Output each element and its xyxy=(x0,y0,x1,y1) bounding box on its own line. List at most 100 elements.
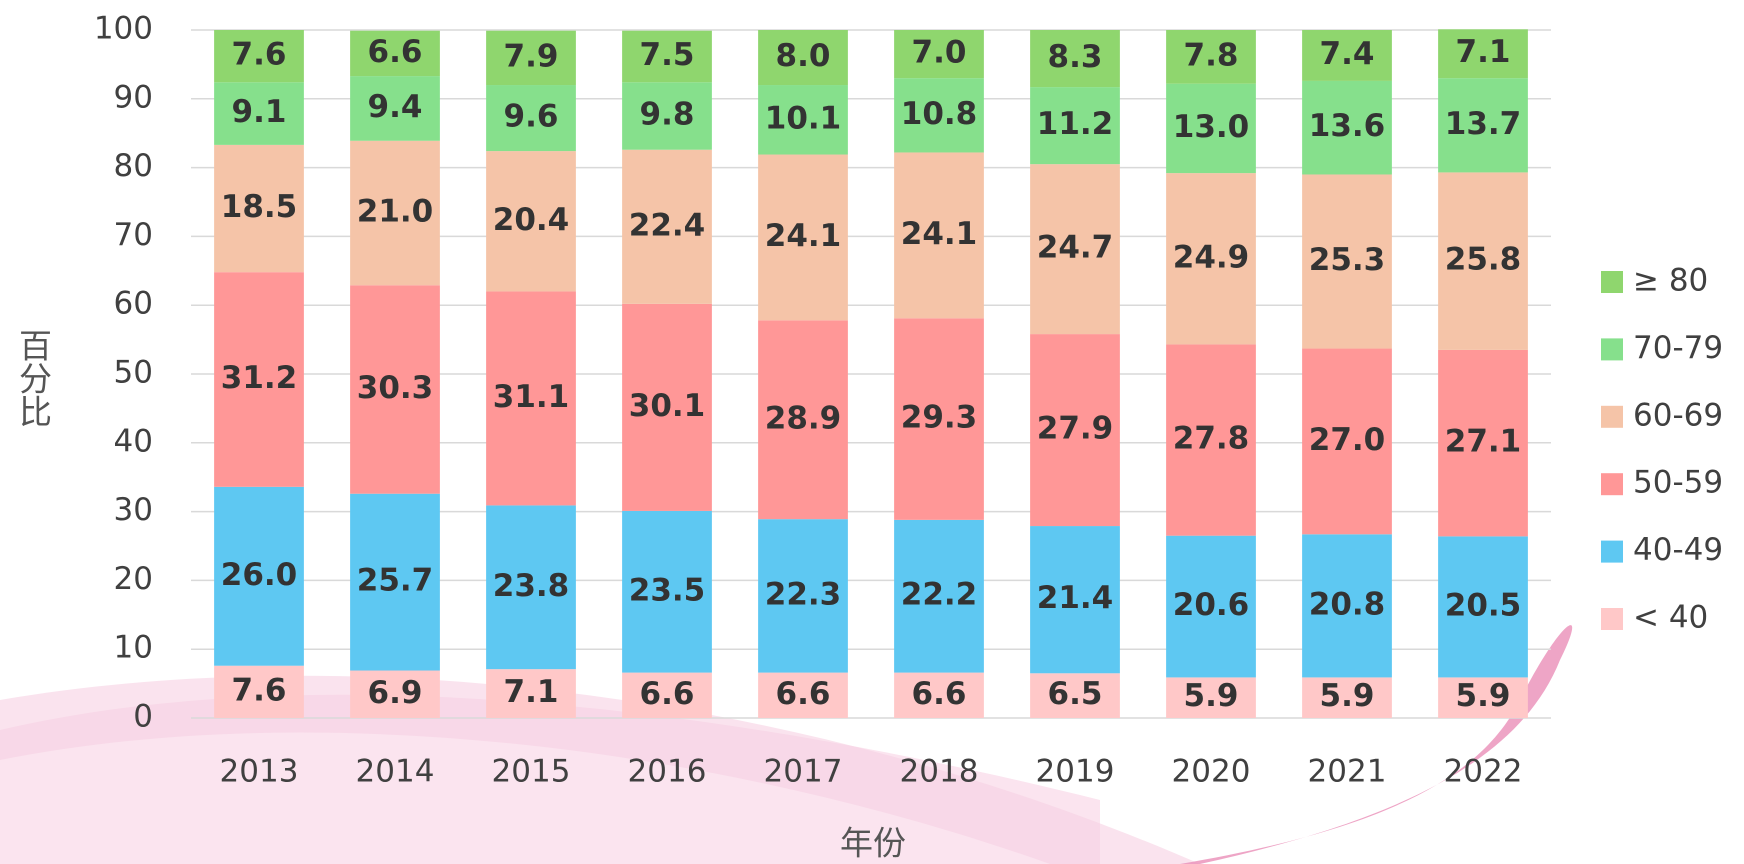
value-label: 24.1 xyxy=(901,216,978,252)
bar-segment xyxy=(758,85,848,155)
bar-segment xyxy=(894,318,984,520)
bar-segment xyxy=(1166,677,1256,718)
x-tick-label: 2013 xyxy=(220,754,299,790)
value-label: 10.1 xyxy=(765,100,842,136)
y-tick-label: 40 xyxy=(114,423,153,459)
value-label: 21.0 xyxy=(357,194,434,230)
bar-segment xyxy=(1030,673,1120,718)
bar-segment xyxy=(1302,174,1392,349)
bar-segment xyxy=(214,272,304,487)
legend-swatch xyxy=(1601,473,1623,496)
y-tick-label: 80 xyxy=(114,148,153,184)
bar-segment xyxy=(894,672,984,718)
legend-label: 40-49 xyxy=(1633,532,1723,568)
value-label: 6.6 xyxy=(776,676,831,712)
bar-segment xyxy=(622,672,712,718)
y-tick-label: 0 xyxy=(133,699,153,735)
bar-segment xyxy=(1030,334,1120,527)
bar-segment xyxy=(214,486,304,666)
bar-segment xyxy=(214,144,304,273)
value-label: 9.6 xyxy=(504,99,559,135)
legend-label: < 40 xyxy=(1633,600,1708,636)
value-label: 27.0 xyxy=(1309,422,1386,458)
value-label: 24.1 xyxy=(765,218,842,254)
y-tick-label: 20 xyxy=(114,561,153,597)
value-label: 7.1 xyxy=(1456,34,1511,70)
value-label: 18.5 xyxy=(221,189,298,225)
value-label: 30.3 xyxy=(357,370,434,406)
value-label: 25.7 xyxy=(357,563,434,599)
legend-label: ≥ 80 xyxy=(1633,263,1708,299)
bar-segment xyxy=(622,30,712,83)
value-label: 7.0 xyxy=(912,35,967,71)
value-label: 24.9 xyxy=(1173,239,1250,275)
x-tick-label: 2015 xyxy=(492,754,571,790)
bar-segment xyxy=(486,669,576,718)
value-label: 5.9 xyxy=(1320,678,1375,714)
bar-segment xyxy=(1438,78,1528,173)
value-label: 26.0 xyxy=(221,557,298,593)
bar-segment xyxy=(894,78,984,153)
value-label: 25.3 xyxy=(1309,242,1386,278)
bar-segment xyxy=(350,493,440,671)
bar-segment xyxy=(1166,535,1256,678)
bar-segment xyxy=(894,30,984,79)
value-label: 20.5 xyxy=(1445,587,1522,623)
bar-segment xyxy=(1166,173,1256,345)
legend-swatch xyxy=(1601,271,1623,293)
value-label: 23.8 xyxy=(493,568,570,604)
value-label: 24.7 xyxy=(1037,230,1114,266)
value-label: 13.6 xyxy=(1309,108,1386,144)
value-label: 22.3 xyxy=(765,576,842,612)
value-label: 13.7 xyxy=(1445,106,1522,142)
value-label: 29.3 xyxy=(901,400,978,436)
bar-segment xyxy=(1030,30,1120,88)
bar-segment xyxy=(894,152,984,319)
value-label: 30.1 xyxy=(629,388,706,424)
value-label: 21.4 xyxy=(1037,580,1114,616)
bar-segment xyxy=(1166,344,1256,536)
bar-segment xyxy=(1438,29,1528,79)
bar-segment xyxy=(1302,534,1392,678)
bar-segment xyxy=(622,82,712,150)
bar-segment xyxy=(1302,30,1392,81)
legend-swatch xyxy=(1601,338,1623,361)
y-tick-label: 100 xyxy=(94,11,153,47)
y-tick-label: 90 xyxy=(114,79,153,115)
bar-segment xyxy=(758,30,848,86)
value-label: 13.0 xyxy=(1173,109,1250,145)
value-label: 27.9 xyxy=(1037,411,1114,447)
value-label: 5.9 xyxy=(1184,678,1239,714)
bar-segment xyxy=(1302,677,1392,718)
y-tick-label: 10 xyxy=(114,630,153,666)
value-label: 7.9 xyxy=(504,38,559,74)
value-label: 10.8 xyxy=(901,96,978,132)
bar-segment xyxy=(1166,83,1256,174)
value-label: 7.1 xyxy=(504,674,559,710)
bar-segment xyxy=(622,149,712,304)
bar-segment xyxy=(1438,349,1528,537)
value-label: 20.8 xyxy=(1309,586,1386,622)
bar-segment xyxy=(350,670,440,718)
x-tick-label: 2021 xyxy=(1308,754,1387,790)
value-label: 6.6 xyxy=(368,34,423,70)
bar-segment xyxy=(486,291,576,506)
bar-segment xyxy=(214,30,304,83)
bar-segment xyxy=(758,320,848,520)
bar-segment xyxy=(894,519,984,673)
value-label: 20.6 xyxy=(1173,587,1250,623)
bar-segment xyxy=(1302,348,1392,535)
bar-segment xyxy=(1030,526,1120,674)
y-axis-title: 百分比 xyxy=(14,329,53,428)
bar-segment xyxy=(758,672,848,718)
x-tick-label: 2022 xyxy=(1444,754,1523,790)
bar-segment xyxy=(1438,677,1528,718)
value-label: 7.5 xyxy=(640,37,695,73)
value-label: 31.2 xyxy=(221,360,298,396)
value-label: 7.6 xyxy=(232,37,287,73)
bar-segment xyxy=(350,285,440,494)
bar-segment xyxy=(1030,164,1120,335)
value-label: 31.1 xyxy=(493,379,570,415)
bar-segment xyxy=(622,303,712,511)
